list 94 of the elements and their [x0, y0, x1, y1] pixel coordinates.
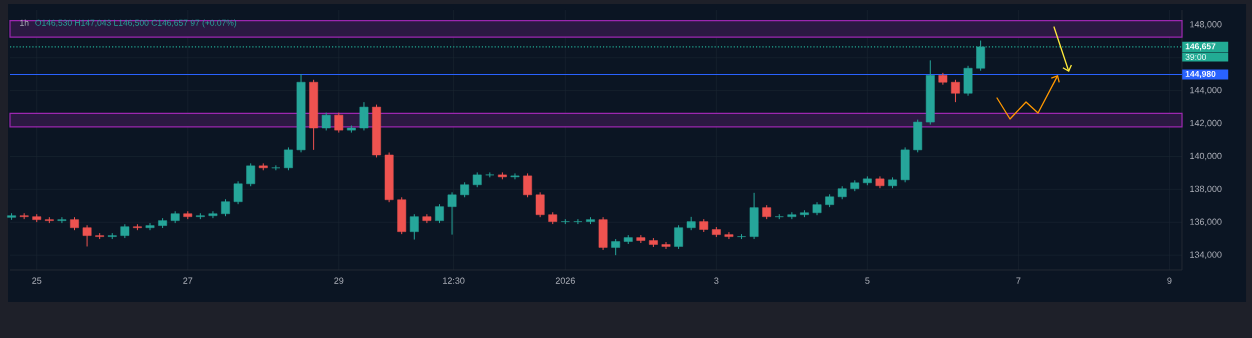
- candlestick: [57, 216, 67, 224]
- candlestick: [963, 65, 973, 97]
- candlestick: [913, 119, 923, 153]
- candlestick: [523, 172, 532, 198]
- candlestick: [737, 233, 746, 240]
- candlestick: [850, 179, 860, 192]
- candlestick: [296, 73, 306, 153]
- candlestick: [44, 216, 54, 224]
- candlestick: [334, 112, 344, 134]
- candlestick: [762, 204, 772, 220]
- candlestick: [82, 224, 92, 247]
- x-tick-label: 2026: [555, 277, 575, 284]
- y-tick-label: 134,000: [1190, 251, 1222, 259]
- text: 1h: [20, 19, 29, 26]
- y-tick-label: 140,000: [1190, 152, 1222, 161]
- candlestick: [598, 216, 608, 251]
- text: 39:00: [1185, 53, 1207, 60]
- candlestick: [586, 216, 595, 225]
- candlestick: [497, 171, 507, 180]
- candlestick: [472, 171, 482, 188]
- candlestick: [674, 224, 683, 250]
- y-tick-label: 144,000: [1190, 86, 1222, 95]
- candlestick: [447, 191, 457, 236]
- candlestick: [170, 210, 180, 224]
- candlestick: [221, 198, 230, 217]
- text: O146,530 H147,043 L146,500 C146,657 97 (+0.07%): [35, 19, 237, 28]
- candlestick: [938, 72, 948, 86]
- x-tick-label: 29: [334, 277, 344, 284]
- candlestick: [724, 231, 734, 240]
- candlestick: [925, 59, 935, 126]
- candlestick: [812, 201, 822, 216]
- candlestick: [372, 104, 381, 158]
- candlestick: [246, 162, 256, 187]
- ref-line-label: 146,657: [1185, 43, 1216, 51]
- candlestick: [460, 181, 470, 198]
- candlestick: [422, 213, 432, 224]
- candlestick: [70, 216, 79, 231]
- candlestick: [359, 101, 369, 131]
- candlestick: [900, 146, 910, 183]
- candlestick: [510, 172, 520, 180]
- candlestick: [636, 234, 646, 244]
- candlestick: [661, 241, 671, 250]
- candlestick: [208, 210, 218, 219]
- candlestick: [535, 191, 545, 218]
- candlestick: [183, 210, 193, 220]
- candlestick: [258, 162, 268, 171]
- candlestick: [951, 79, 960, 103]
- candlestick: [195, 212, 205, 220]
- candlestick: [749, 192, 759, 240]
- candlestick: [686, 216, 696, 231]
- candlestick: [800, 209, 809, 218]
- candlestick: [649, 237, 658, 248]
- candlestick: [120, 223, 130, 239]
- y-tick-label: 148,000: [1190, 21, 1222, 29]
- candlestick: [699, 218, 709, 233]
- candlestick: [435, 203, 444, 224]
- candlestick: [623, 234, 633, 245]
- candlestick: [133, 223, 142, 231]
- x-tick-label: 27: [183, 277, 193, 284]
- candlestick: [107, 232, 117, 240]
- candlestick: [787, 211, 797, 220]
- x-tick-label: 12:30: [443, 277, 465, 284]
- x-tick-label: 7: [1016, 277, 1021, 284]
- candlestick: [837, 185, 847, 200]
- ref-line-label: 144,980: [1185, 70, 1216, 79]
- candlestick: [875, 175, 885, 189]
- candlestick: [19, 212, 29, 220]
- candlestick: [284, 146, 293, 171]
- candlestick: [611, 238, 621, 256]
- candlestick: [548, 211, 558, 225]
- candlestick: [825, 193, 835, 208]
- candlestick: [384, 152, 394, 203]
- x-tick-label: 5: [865, 277, 870, 284]
- candlestick: [95, 232, 105, 240]
- y-tick-label: 142,000: [1190, 119, 1222, 128]
- candlestick: [158, 217, 167, 229]
- x-tick-label: 9: [1167, 277, 1172, 284]
- y-tick-label: 138,000: [1190, 185, 1222, 194]
- candlestick: [32, 213, 42, 223]
- candlestick: [862, 175, 872, 186]
- candlestick: [485, 171, 495, 178]
- candlestick: [145, 222, 155, 231]
- x-tick-label: 3: [714, 277, 719, 284]
- y-tick-label: 136,000: [1190, 218, 1222, 226]
- candlestick: [409, 213, 419, 241]
- candlestick: [346, 125, 356, 134]
- candlestick: [233, 180, 243, 205]
- candlestick: [888, 176, 897, 189]
- candlestick: [309, 79, 319, 151]
- candlestick: [321, 112, 331, 131]
- x-tick-label: 25: [32, 277, 42, 284]
- candlestick: [397, 196, 407, 235]
- candlestick: [7, 212, 16, 221]
- candlestick: [711, 226, 721, 238]
